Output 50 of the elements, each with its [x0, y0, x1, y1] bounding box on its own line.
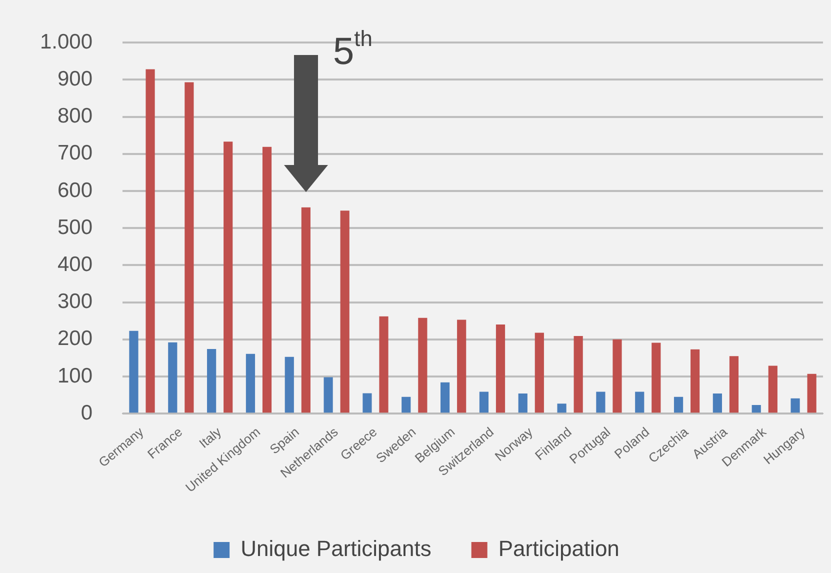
y-tick-label: 1.000	[40, 30, 93, 54]
bar	[379, 316, 388, 413]
bar	[612, 339, 622, 413]
y-tick-label: 300	[58, 290, 93, 314]
bar	[752, 405, 761, 413]
y-tick-label: 700	[58, 142, 93, 165]
bar	[574, 336, 583, 413]
bar	[652, 342, 661, 413]
bar	[479, 392, 489, 413]
bar	[184, 82, 194, 413]
bar	[340, 210, 350, 413]
bar	[635, 392, 644, 413]
bar	[729, 356, 739, 413]
bar	[246, 354, 256, 413]
bar	[362, 393, 372, 413]
bar	[207, 349, 216, 413]
bar	[402, 396, 411, 413]
y-tick-label: 400	[58, 252, 93, 276]
y-tick-label: 200	[58, 327, 93, 350]
legend-label: Participation	[498, 536, 620, 562]
bar	[418, 318, 428, 413]
bar	[440, 382, 450, 413]
bar	[129, 330, 138, 413]
bar	[768, 366, 778, 413]
bar	[301, 207, 310, 413]
bar	[284, 356, 294, 413]
y-tick-label: 500	[58, 216, 93, 239]
bar	[557, 404, 566, 413]
bar	[146, 69, 155, 413]
bar	[168, 342, 178, 413]
bar	[518, 394, 528, 413]
y-tick-label: 100	[58, 364, 93, 388]
y-tick-label: 800	[58, 104, 93, 128]
annotation: 5$^{th}$	[333, 26, 372, 73]
legend-label: Unique Participants	[240, 536, 432, 562]
y-tick-label: 0	[80, 401, 93, 424]
bar	[262, 146, 272, 413]
bar	[807, 374, 816, 413]
bar	[712, 394, 722, 413]
bar	[690, 349, 700, 413]
bar	[324, 377, 333, 413]
bar	[674, 396, 684, 413]
bar	[496, 324, 506, 413]
y-tick-label: 600	[58, 178, 93, 202]
bar	[457, 320, 466, 413]
bar	[790, 398, 800, 413]
bar	[534, 332, 544, 413]
bar	[224, 142, 233, 413]
y-tick-label: 900	[58, 67, 93, 90]
bar	[596, 392, 606, 413]
